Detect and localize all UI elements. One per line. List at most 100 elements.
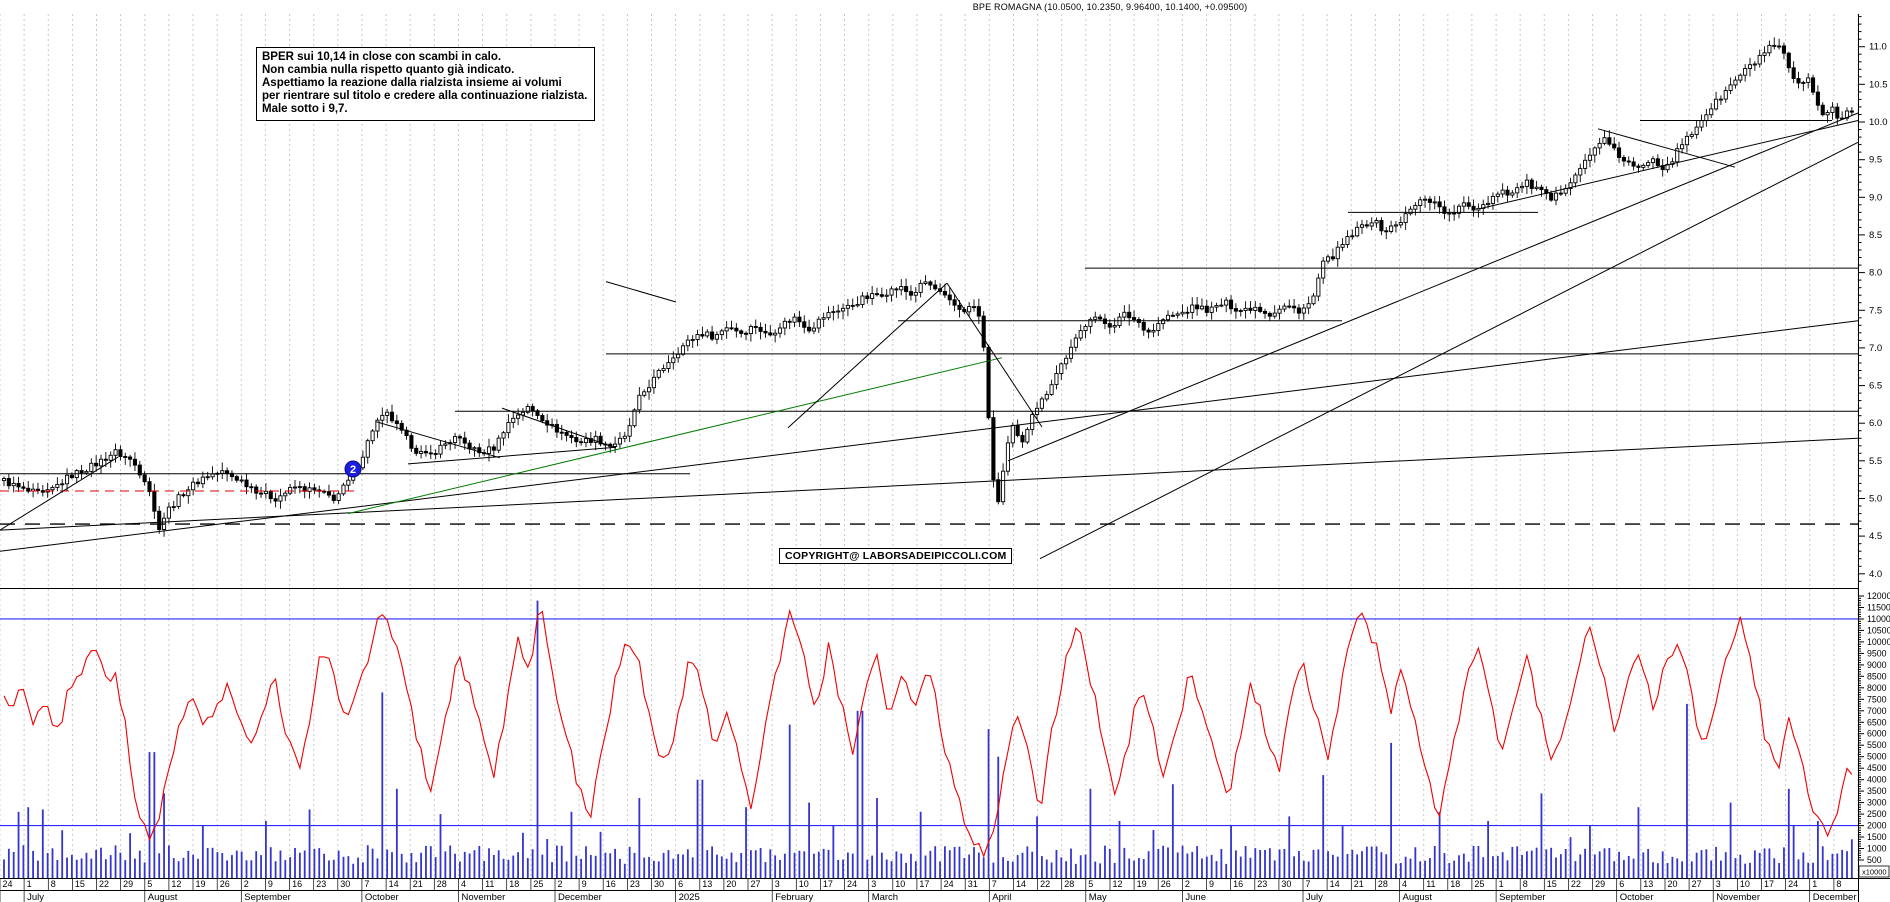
svg-text:7.0: 7.0	[1869, 343, 1882, 354]
svg-text:14: 14	[389, 879, 399, 889]
svg-text:March: March	[872, 892, 898, 902]
svg-text:1: 1	[1812, 879, 1817, 889]
svg-text:12000: 12000	[1867, 591, 1890, 601]
svg-text:8: 8	[1523, 879, 1528, 889]
volume-ref-lines	[0, 618, 1858, 827]
indicator-line	[3, 608, 1853, 858]
svg-text:9000: 9000	[1867, 660, 1887, 670]
svg-text:31: 31	[968, 879, 978, 889]
svg-text:15: 15	[1547, 879, 1557, 889]
svg-text:7500: 7500	[1867, 694, 1887, 704]
svg-text:2025: 2025	[679, 892, 700, 902]
svg-text:22: 22	[1571, 879, 1581, 889]
svg-text:3: 3	[871, 879, 876, 889]
svg-text:25: 25	[533, 879, 543, 889]
svg-text:28: 28	[437, 879, 447, 889]
svg-text:November: November	[462, 892, 506, 902]
week-gridlines	[0, 14, 1859, 878]
svg-text:4.0: 4.0	[1869, 569, 1882, 580]
svg-text:6.5: 6.5	[1869, 381, 1882, 392]
svg-text:1000: 1000	[1867, 844, 1887, 854]
svg-text:16: 16	[292, 879, 302, 889]
svg-text:12: 12	[171, 879, 181, 889]
svg-text:4000: 4000	[1867, 775, 1887, 785]
svg-text:December: December	[558, 892, 602, 902]
svg-text:14: 14	[1016, 879, 1026, 889]
svg-text:16: 16	[1233, 879, 1243, 889]
chart-title: BPE ROMAGNA (10.0500, 10.2350, 9.96400, …	[972, 2, 1248, 12]
analysis-note-line: Non cambia nulla rispetto quanto già ind…	[262, 64, 515, 76]
svg-text:8500: 8500	[1867, 671, 1887, 681]
svg-text:14: 14	[1330, 879, 1340, 889]
event-marker-2[interactable]: 2	[344, 460, 362, 478]
volume-scale-note: x10000	[1858, 865, 1890, 878]
svg-text:15: 15	[75, 879, 85, 889]
copyright-badge: COPYRIGHT@ LABORSADEIPICCOLI.COM	[779, 548, 1013, 564]
svg-text:20: 20	[1668, 879, 1678, 889]
svg-text:26: 26	[1161, 879, 1171, 889]
svg-text:29: 29	[1595, 879, 1605, 889]
svg-text:21: 21	[413, 879, 423, 889]
svg-text:10: 10	[799, 879, 809, 889]
svg-text:August: August	[1403, 892, 1433, 902]
svg-text:19: 19	[1137, 879, 1147, 889]
svg-text:17: 17	[823, 879, 833, 889]
svg-text:October: October	[1620, 892, 1654, 902]
svg-text:2500: 2500	[1867, 809, 1887, 819]
svg-text:6: 6	[1619, 879, 1624, 889]
svg-text:30: 30	[1281, 879, 1291, 889]
svg-text:7: 7	[364, 879, 369, 889]
analysis-note-line: Male sotto i 9,7.	[262, 103, 348, 115]
analysis-note: BPER sui 10,14 in close con scambi in ca…	[256, 47, 596, 121]
svg-text:22: 22	[99, 879, 109, 889]
svg-text:1: 1	[27, 879, 32, 889]
svg-text:3: 3	[775, 879, 780, 889]
svg-text:August: August	[148, 892, 178, 902]
svg-text:18: 18	[509, 879, 519, 889]
svg-text:24: 24	[847, 879, 857, 889]
svg-text:4: 4	[1402, 879, 1407, 889]
trendlines	[0, 112, 1859, 560]
svg-text:December: December	[1813, 892, 1857, 902]
svg-text:13: 13	[1643, 879, 1653, 889]
svg-text:February: February	[775, 892, 813, 902]
svg-text:7: 7	[1306, 879, 1311, 889]
svg-text:24: 24	[1788, 879, 1798, 889]
svg-text:1: 1	[1499, 879, 1504, 889]
svg-text:17: 17	[1764, 879, 1774, 889]
svg-text:3: 3	[1716, 879, 1721, 889]
price-axis: 4.0 4.5 5.0 5.5 6.0 6.5 7.0 7.5 8.0 8.5 9.0 9.5 10.0…	[1858, 16, 1888, 582]
svg-text:6.0: 6.0	[1869, 418, 1882, 429]
svg-text:26: 26	[220, 879, 230, 889]
horizontal-levels	[0, 120, 1858, 525]
svg-text:24: 24	[3, 879, 13, 889]
svg-text:20: 20	[726, 879, 736, 889]
svg-text:9: 9	[1209, 879, 1214, 889]
svg-text:7000: 7000	[1867, 706, 1887, 716]
svg-text:4: 4	[461, 879, 466, 889]
svg-text:11: 11	[485, 879, 494, 889]
svg-text:11.0: 11.0	[1869, 42, 1887, 53]
svg-text:24: 24	[944, 879, 954, 889]
svg-text:8: 8	[1836, 879, 1841, 889]
svg-text:3500: 3500	[1867, 786, 1887, 796]
svg-text:18: 18	[1450, 879, 1460, 889]
svg-text:10: 10	[895, 879, 905, 889]
volume-bars	[3, 600, 1853, 878]
svg-text:22: 22	[1040, 879, 1050, 889]
svg-text:July: July	[1306, 892, 1323, 902]
svg-text:July: July	[27, 892, 44, 902]
svg-text:11: 11	[1426, 879, 1435, 889]
svg-text:23: 23	[316, 879, 326, 889]
candlesticks	[1, 37, 1854, 537]
svg-text:8000: 8000	[1867, 683, 1887, 693]
panel-frame	[0, 14, 1890, 902]
analysis-note-line: per rientrare sul titolo e credere alla …	[262, 90, 588, 102]
svg-text:4.5: 4.5	[1869, 531, 1882, 542]
svg-text:28: 28	[1064, 879, 1074, 889]
svg-text:7.5: 7.5	[1869, 305, 1882, 316]
svg-text:5.0: 5.0	[1869, 494, 1882, 505]
svg-text:9500: 9500	[1867, 648, 1887, 658]
